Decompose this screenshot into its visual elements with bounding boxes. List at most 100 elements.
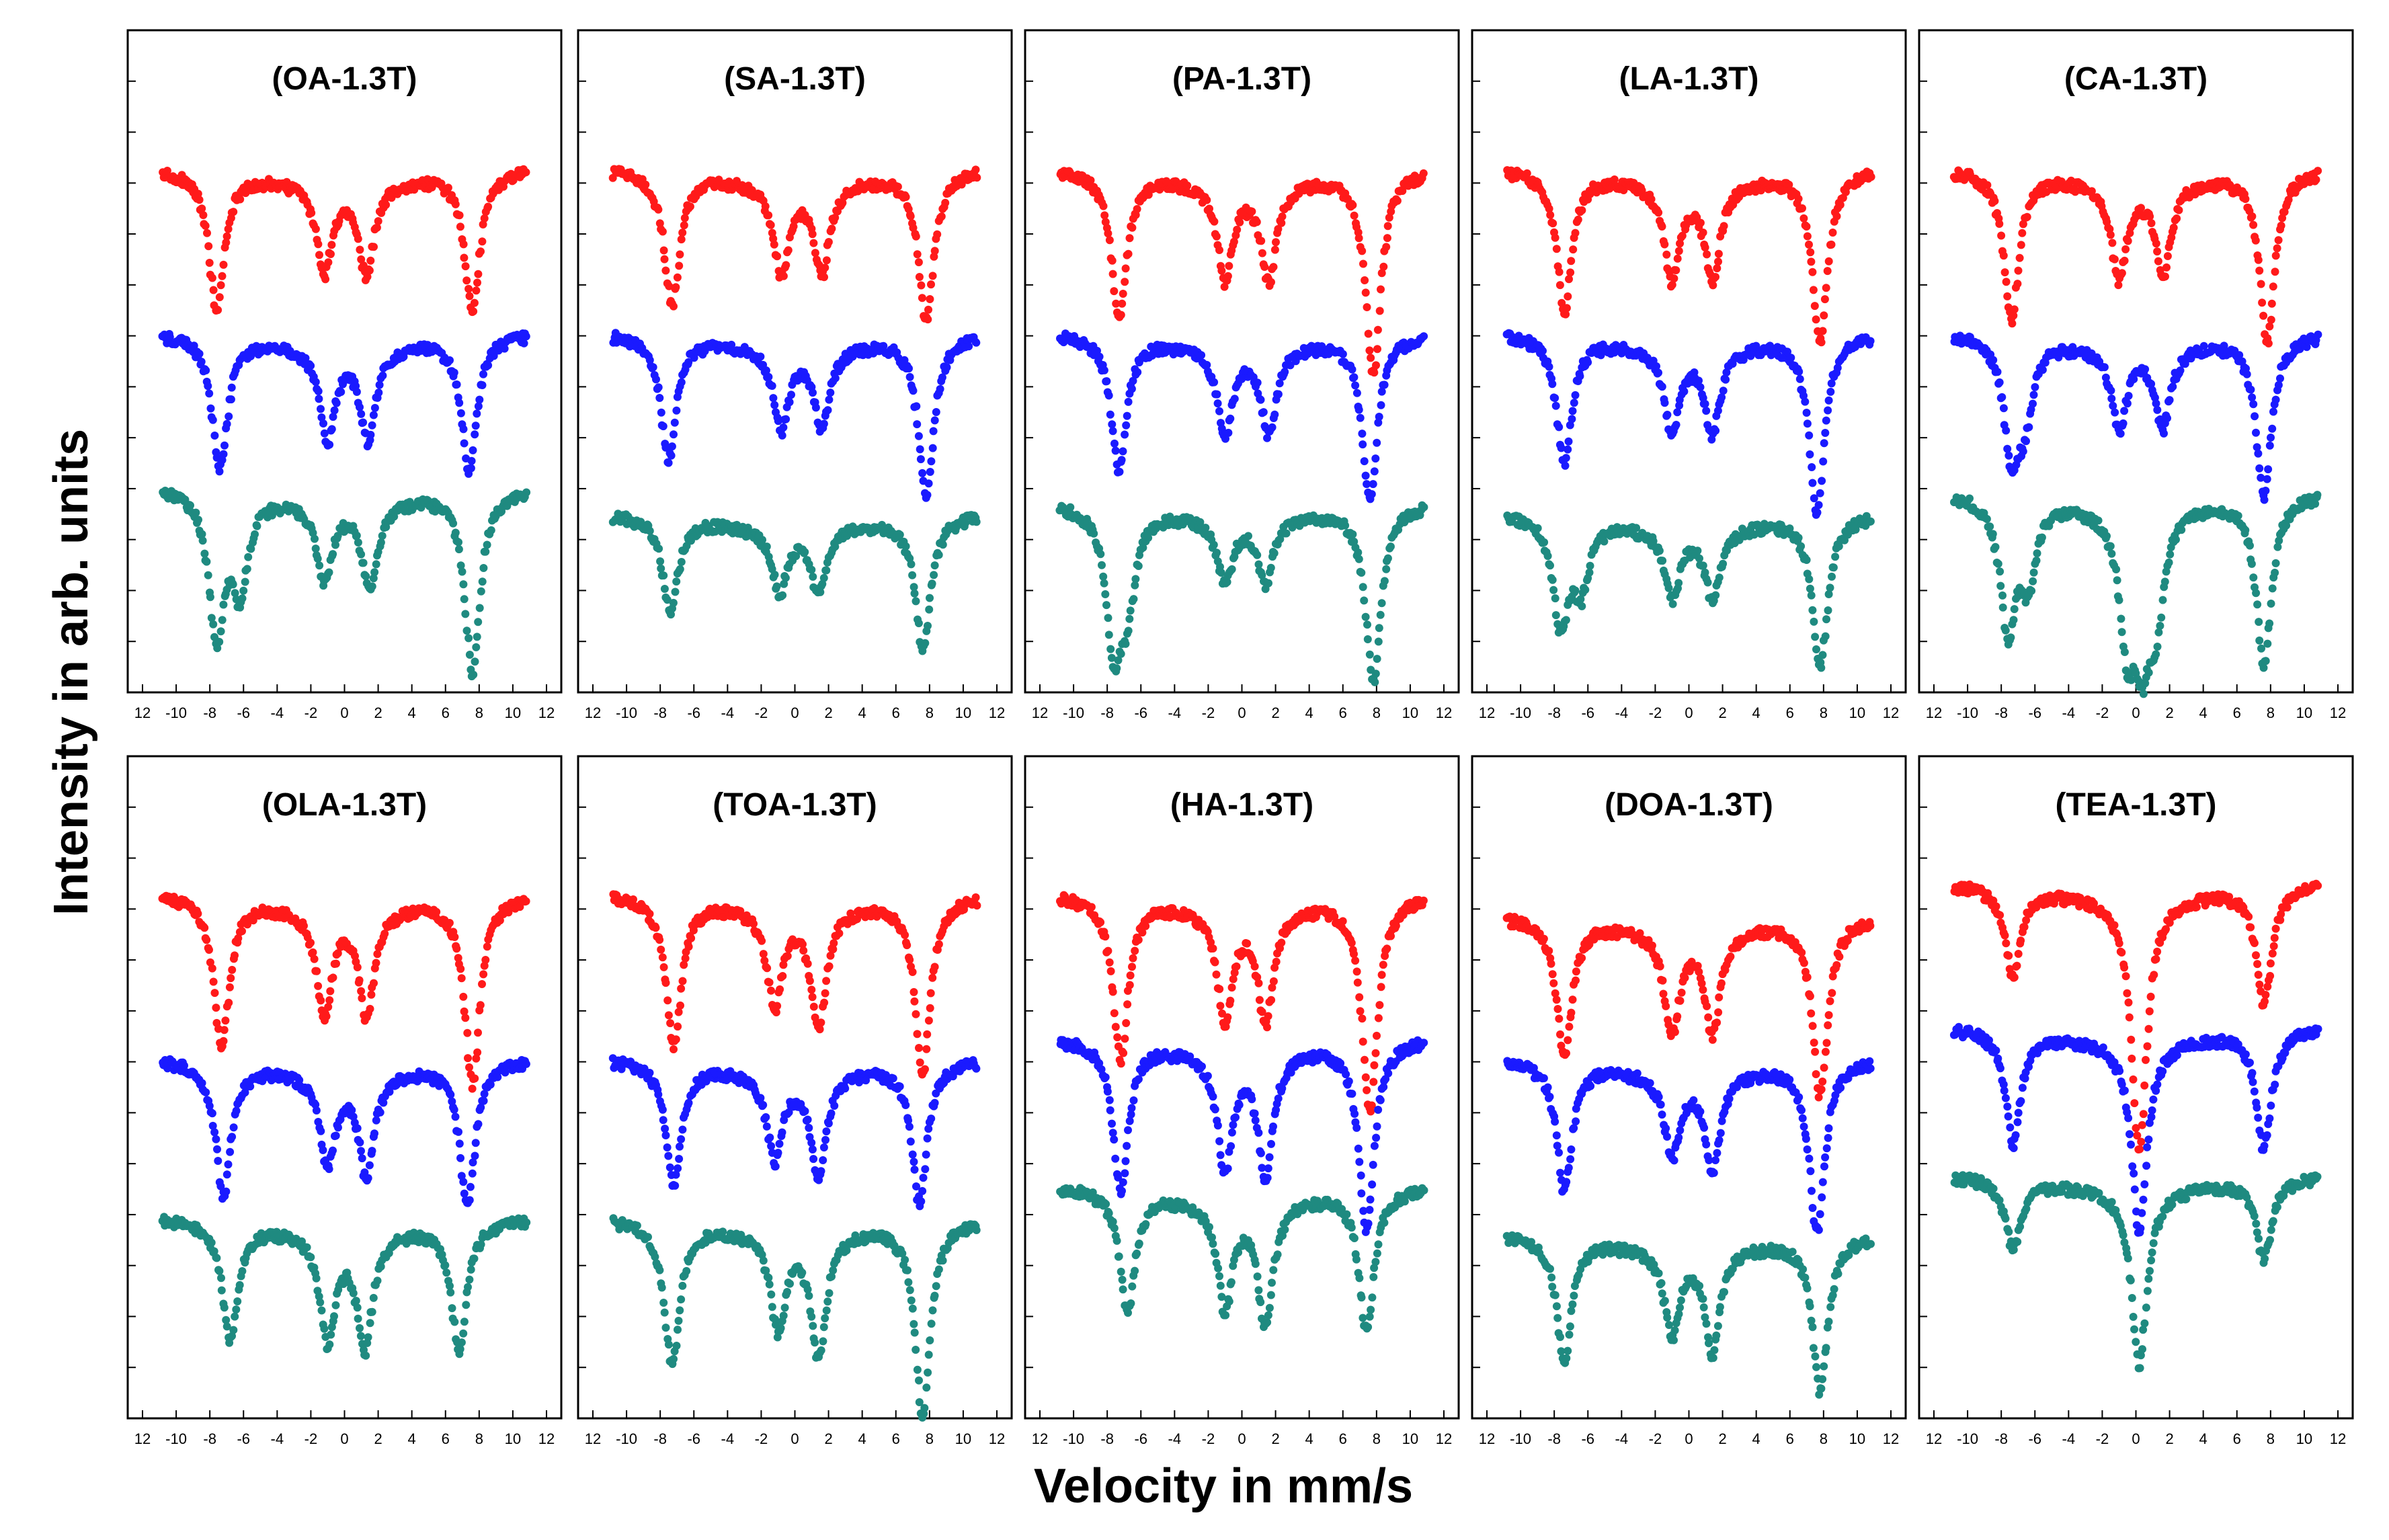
data-point bbox=[1693, 546, 1702, 555]
data-point bbox=[785, 398, 794, 407]
data-point bbox=[1832, 212, 1841, 220]
data-point bbox=[1803, 419, 1812, 428]
series-bottom bbox=[1503, 511, 1875, 672]
data-point bbox=[1363, 303, 1371, 311]
data-point bbox=[927, 457, 936, 466]
data-point bbox=[300, 922, 308, 930]
data-point bbox=[1359, 259, 1367, 268]
data-point bbox=[231, 951, 239, 960]
data-point bbox=[2007, 633, 2015, 642]
data-point bbox=[1374, 637, 1383, 646]
data-point bbox=[1266, 563, 1275, 572]
data-point bbox=[1571, 229, 1580, 237]
data-point bbox=[1133, 368, 1142, 376]
series-middle bbox=[1950, 330, 2322, 504]
data-point bbox=[2255, 636, 2264, 645]
data-point bbox=[1998, 603, 2007, 612]
data-point bbox=[1108, 256, 1117, 265]
data-point bbox=[1803, 232, 1812, 241]
data-point bbox=[1546, 210, 1555, 219]
data-point bbox=[208, 274, 216, 282]
data-point bbox=[916, 445, 924, 454]
data-point bbox=[1357, 569, 1366, 577]
data-point bbox=[782, 415, 791, 423]
data-point bbox=[2169, 382, 2177, 391]
data-point bbox=[1119, 447, 1127, 456]
x-tick-label: 6 bbox=[1339, 704, 1347, 721]
data-point bbox=[905, 364, 913, 373]
x-tick-label: 0 bbox=[340, 704, 348, 721]
data-point bbox=[1658, 382, 1666, 391]
data-point bbox=[465, 292, 474, 300]
data-point bbox=[301, 354, 310, 362]
data-point bbox=[678, 229, 687, 237]
data-point bbox=[214, 1157, 222, 1165]
data-point bbox=[208, 964, 216, 973]
data-point bbox=[1100, 211, 1109, 220]
data-point bbox=[362, 572, 370, 581]
data-point bbox=[365, 266, 374, 275]
data-point bbox=[655, 544, 663, 553]
data-point bbox=[2000, 268, 2009, 277]
data-point bbox=[1101, 590, 1110, 598]
data-point bbox=[1122, 421, 1131, 430]
data-point bbox=[1117, 649, 1125, 658]
data-point bbox=[1699, 561, 1707, 570]
data-point bbox=[195, 196, 204, 204]
data-point bbox=[475, 395, 484, 404]
data-point bbox=[930, 416, 939, 425]
data-point bbox=[761, 202, 770, 210]
data-point bbox=[253, 522, 261, 530]
data-point bbox=[366, 256, 375, 265]
data-point bbox=[933, 230, 942, 239]
data-point bbox=[680, 214, 689, 222]
data-point bbox=[1373, 345, 1381, 354]
data-point bbox=[1363, 620, 1371, 629]
data-point bbox=[672, 406, 681, 415]
data-point bbox=[787, 391, 795, 399]
data-point bbox=[2257, 280, 2265, 288]
data-point bbox=[474, 1028, 482, 1037]
data-point bbox=[2160, 429, 2168, 438]
data-point bbox=[1380, 577, 1389, 585]
data-point bbox=[451, 200, 460, 208]
data-point bbox=[320, 429, 329, 438]
data-point bbox=[2027, 587, 2036, 595]
data-point bbox=[1673, 254, 1682, 263]
data-point bbox=[475, 604, 484, 612]
series-top bbox=[1949, 166, 2322, 348]
data-point bbox=[1379, 262, 1388, 271]
data-point bbox=[2271, 569, 2279, 577]
data-point bbox=[1711, 591, 1720, 600]
data-point bbox=[1820, 295, 1829, 304]
data-point bbox=[770, 240, 778, 249]
x-tick-label: -2 bbox=[305, 1430, 318, 1447]
data-point bbox=[374, 389, 383, 397]
data-point bbox=[467, 456, 476, 465]
data-point bbox=[1134, 562, 1143, 570]
data-point bbox=[369, 574, 378, 583]
data-point bbox=[1672, 421, 1681, 429]
x-tick-label: 12 bbox=[585, 704, 601, 721]
data-point bbox=[1664, 583, 1673, 592]
data-point bbox=[374, 217, 382, 225]
data-point bbox=[652, 375, 660, 384]
data-point bbox=[2254, 255, 2263, 264]
data-point bbox=[456, 409, 465, 417]
panel-5: (CA-1.3T)12 -10 -8 -6 -4 -2 0 2 4 6 8 10 12 bbox=[1918, 29, 2354, 721]
data-point bbox=[1808, 268, 1817, 276]
data-point bbox=[317, 996, 325, 1005]
data-point bbox=[228, 965, 237, 974]
data-point bbox=[1104, 631, 1113, 639]
data-point bbox=[1600, 537, 1609, 546]
data-point bbox=[376, 538, 385, 546]
data-point bbox=[831, 213, 840, 222]
data-point bbox=[2263, 639, 2272, 648]
data-point bbox=[2255, 464, 2264, 473]
data-point bbox=[313, 555, 322, 563]
data-point bbox=[1810, 617, 1818, 626]
data-point bbox=[522, 897, 530, 905]
data-point bbox=[677, 235, 686, 244]
data-point bbox=[1578, 206, 1586, 214]
data-point bbox=[2268, 424, 2277, 433]
